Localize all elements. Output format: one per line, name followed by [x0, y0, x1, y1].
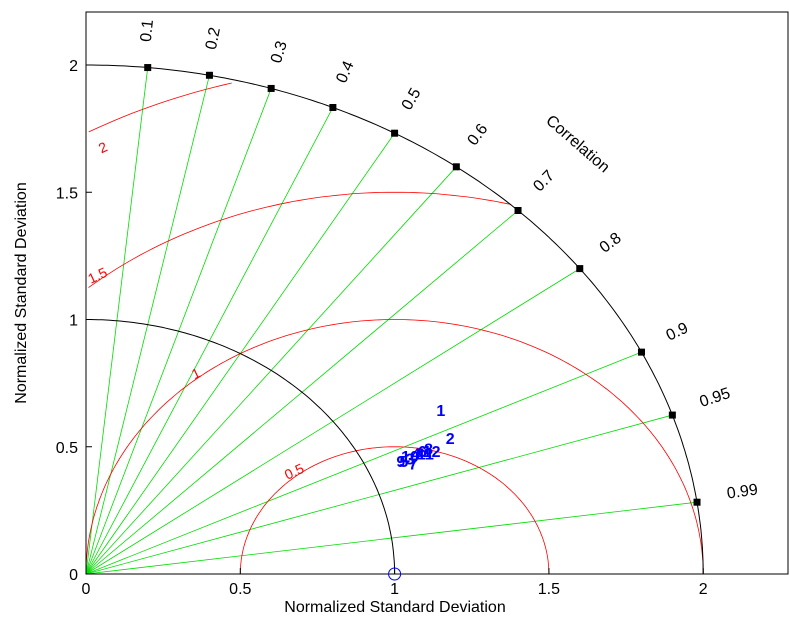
- rms-contour: [88, 191, 510, 288]
- reference-std-arc: [86, 319, 396, 574]
- correlation-tick-marker: [329, 103, 337, 111]
- correlation-tick-marker: [452, 163, 460, 171]
- y-tick-label: 1: [69, 313, 78, 330]
- data-point-label: 4: [412, 446, 421, 463]
- data-point-label: 5: [399, 454, 408, 471]
- correlation-tick-label: 0.1: [138, 19, 157, 43]
- x-tick-label: 1.5: [538, 581, 560, 598]
- axes-box: [85, 11, 789, 575]
- correlation-tick-marker: [267, 84, 275, 92]
- x-tick-label: 0: [82, 581, 91, 598]
- rms-contour: [239, 446, 550, 574]
- data-point-label: 6: [418, 444, 427, 461]
- x-tick-label: 0.5: [229, 581, 251, 598]
- axes: [85, 11, 789, 575]
- data-point-label: 12: [423, 444, 441, 461]
- data-point-label: 10: [401, 449, 419, 466]
- data-point-label: 8: [424, 441, 433, 458]
- data-point-label: 2: [446, 431, 455, 448]
- x-axis-title: Normalized Standard Deviation: [284, 599, 505, 616]
- y-tick-label: 2: [69, 58, 78, 75]
- rms-contour: [85, 319, 704, 574]
- rms-contour-label: 0.5: [282, 460, 307, 483]
- data-point-label: 9: [396, 454, 405, 471]
- correlation-tick-marker: [144, 64, 152, 72]
- data-point-label: 1: [436, 403, 445, 420]
- y-tick-label: 0.5: [56, 440, 78, 457]
- correlation-tick-label: 0.2: [203, 26, 224, 51]
- correlation-tick-marker: [205, 71, 213, 79]
- reference-point: [388, 567, 402, 581]
- axis-ticks: 0 0.5 1 1.5 2 0 0.5 1 1.5 2: [56, 58, 708, 598]
- correlation-tick-marker: [637, 348, 645, 356]
- std-arcs: [86, 64, 704, 574]
- correlation-tick-marker: [693, 498, 701, 506]
- x-tick-label: 2: [699, 581, 708, 598]
- correlation-tick-marker: [391, 129, 399, 137]
- y-tick-label: 0: [69, 567, 78, 584]
- y-axis-title: Normalized Standard Deviation: [13, 182, 30, 403]
- correlation-tick-marker: [576, 265, 584, 273]
- x-tick-label: 1: [390, 581, 399, 598]
- rms-contours: 0.5 1 1.5 2: [85, 82, 704, 574]
- correlation-tick-marker: [514, 207, 522, 215]
- data-point-label: 3: [406, 452, 415, 469]
- data-point-label: 11: [417, 446, 434, 463]
- data-point-label: 7: [409, 457, 418, 474]
- outer-std-arc: [86, 64, 704, 574]
- rms-contour-label: 1.5: [85, 264, 110, 287]
- correlation-tick-label: 0.99: [726, 481, 759, 502]
- rms-contour: [88, 82, 232, 133]
- correlation-tick-label: 0.3: [268, 39, 291, 65]
- y-tick-label: 1.5: [56, 185, 78, 202]
- correlation-tick-marker: [668, 411, 676, 419]
